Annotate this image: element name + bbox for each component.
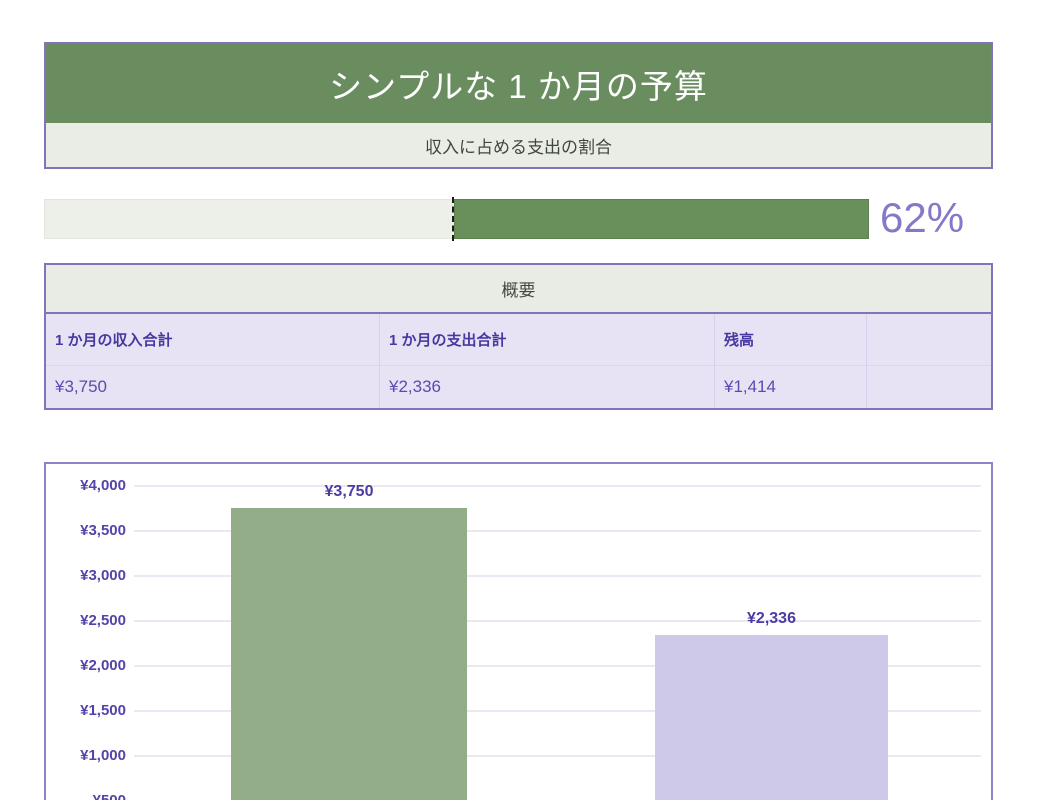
y-axis-tick-label: ¥4,000 <box>80 477 126 494</box>
summary-table-title: 概要 <box>46 265 991 314</box>
page-subtitle-band: 収入に占める支出の割合 <box>46 123 991 167</box>
expense-bar <box>655 634 888 800</box>
summary-col-expense-label: 1 か月の支出合計 <box>380 314 715 366</box>
summary-table-body: 1 か月の収入合計 1 か月の支出合計 残高 ¥3,750 ¥2,336 ¥1,… <box>46 314 991 408</box>
summary-col-empty-label <box>867 314 991 366</box>
budget-bar-chart: ¥4,000 ¥3,500 ¥3,000 ¥2,500 ¥2,000 ¥1,500 ¥1,0… <box>44 462 993 800</box>
expense-ratio-percent: 62% <box>880 194 965 241</box>
gridline <box>134 665 981 667</box>
summary-col-income-label: 1 か月の収入合計 <box>46 314 380 366</box>
summary-empty-value <box>867 366 991 408</box>
y-axis-tick-label: ¥500 <box>52 791 126 800</box>
y-axis-tick-label: ¥3,000 <box>80 567 126 584</box>
page-title-band: シンプルな 1 か月の予算 <box>46 44 991 123</box>
progress-bar-fill <box>454 199 869 239</box>
y-axis-tick-label: ¥3,500 <box>80 522 126 539</box>
y-axis-tick-label: ¥1,000 <box>80 747 126 764</box>
summary-table: 概要 1 か月の収入合計 1 か月の支出合計 残高 ¥3,750 ¥2,336 … <box>44 263 993 410</box>
gridline <box>134 620 981 622</box>
expense-bar-data-label: ¥2,336 <box>747 609 796 627</box>
summary-expense-value: ¥2,336 <box>380 366 715 408</box>
header-block: シンプルな 1 か月の予算 収入に占める支出の割合 <box>44 42 993 169</box>
summary-col-balance-label: 残高 <box>715 314 867 366</box>
income-bar <box>231 507 467 800</box>
page-subtitle: 収入に占める支出の割合 <box>425 137 612 157</box>
y-axis-tick-label: ¥1,500 <box>80 702 126 719</box>
gridline <box>134 710 981 712</box>
expense-ratio-progress-bar <box>44 197 869 241</box>
y-axis-tick-label: ¥2,500 <box>80 612 126 629</box>
gridline <box>134 575 981 577</box>
gridline <box>134 755 981 757</box>
y-axis-tick-label: ¥2,000 <box>80 657 126 674</box>
summary-income-value: ¥3,750 <box>46 366 380 408</box>
progress-bar-axis-divider <box>452 197 454 241</box>
gridline <box>134 530 981 532</box>
summary-balance-value: ¥1,414 <box>715 366 867 408</box>
income-bar-data-label: ¥3,750 <box>324 482 374 500</box>
page-title: シンプルな 1 か月の予算 <box>329 67 708 105</box>
gridline <box>134 485 981 487</box>
